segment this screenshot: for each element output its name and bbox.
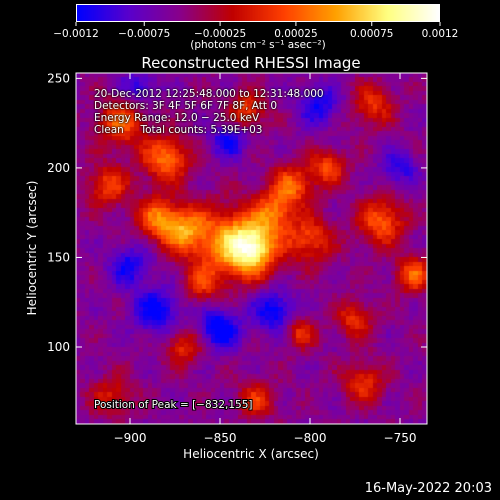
- colorbar-ticks: −0.0012 −0.00075 −0.00025 0.00025 0.00075 0.0…: [53, 22, 458, 40]
- info-time-range: 20-Dec-2012 12:25:48.000 to 12:31:48.000: [94, 88, 324, 100]
- x-axis-label: Heliocentric X (arcsec): [183, 447, 319, 461]
- colorbar-tick-label: 0.0012: [422, 28, 459, 40]
- x-tick-label: −750: [384, 431, 417, 445]
- colorbar-units-label: (photons cm⁻² s⁻¹ asec⁻²): [190, 39, 325, 51]
- heatmap-image: [76, 73, 427, 424]
- colorbar-tick-label: −0.00075: [118, 28, 170, 40]
- colorbar: [76, 4, 440, 22]
- x-tick-label: −900: [114, 431, 147, 445]
- plot-frame: [75, 72, 428, 425]
- colorbar-tick-label: −0.0012: [53, 28, 99, 40]
- x-tick-label: −850: [204, 431, 237, 445]
- colorbar-tick-label: −0.00025: [194, 28, 246, 40]
- y-tick-label: 100: [47, 340, 70, 354]
- y-tick-label: 150: [47, 250, 70, 264]
- colorbar-tick-label: 0.00075: [350, 28, 393, 40]
- info-detectors: Detectors: 3F 4F 5F 6F 7F 8F, Att 0: [94, 100, 278, 112]
- footer-timestamp: 16-May-2022 20:03: [364, 481, 492, 496]
- info-energy-range: Energy Range: 12.0 − 25.0 keV: [94, 112, 260, 124]
- x-axis-ticks: −900 −850 −800 −750: [114, 73, 417, 445]
- chart-title: Reconstructed RHESSI Image: [141, 54, 360, 72]
- peak-position-annotation: Position of Peak = [−832,155]: [94, 399, 253, 411]
- x-tick-label: −800: [294, 431, 327, 445]
- y-axis-ticks: 100 150 200 250: [47, 71, 427, 354]
- info-method-counts: Clean Total counts: 5.39E+03: [94, 124, 263, 136]
- y-tick-label: 250: [47, 71, 70, 85]
- y-tick-label: 200: [47, 161, 70, 175]
- colorbar-tick-label: 0.00025: [274, 28, 317, 40]
- y-axis-label: Heliocentric Y (arcsec): [25, 181, 39, 316]
